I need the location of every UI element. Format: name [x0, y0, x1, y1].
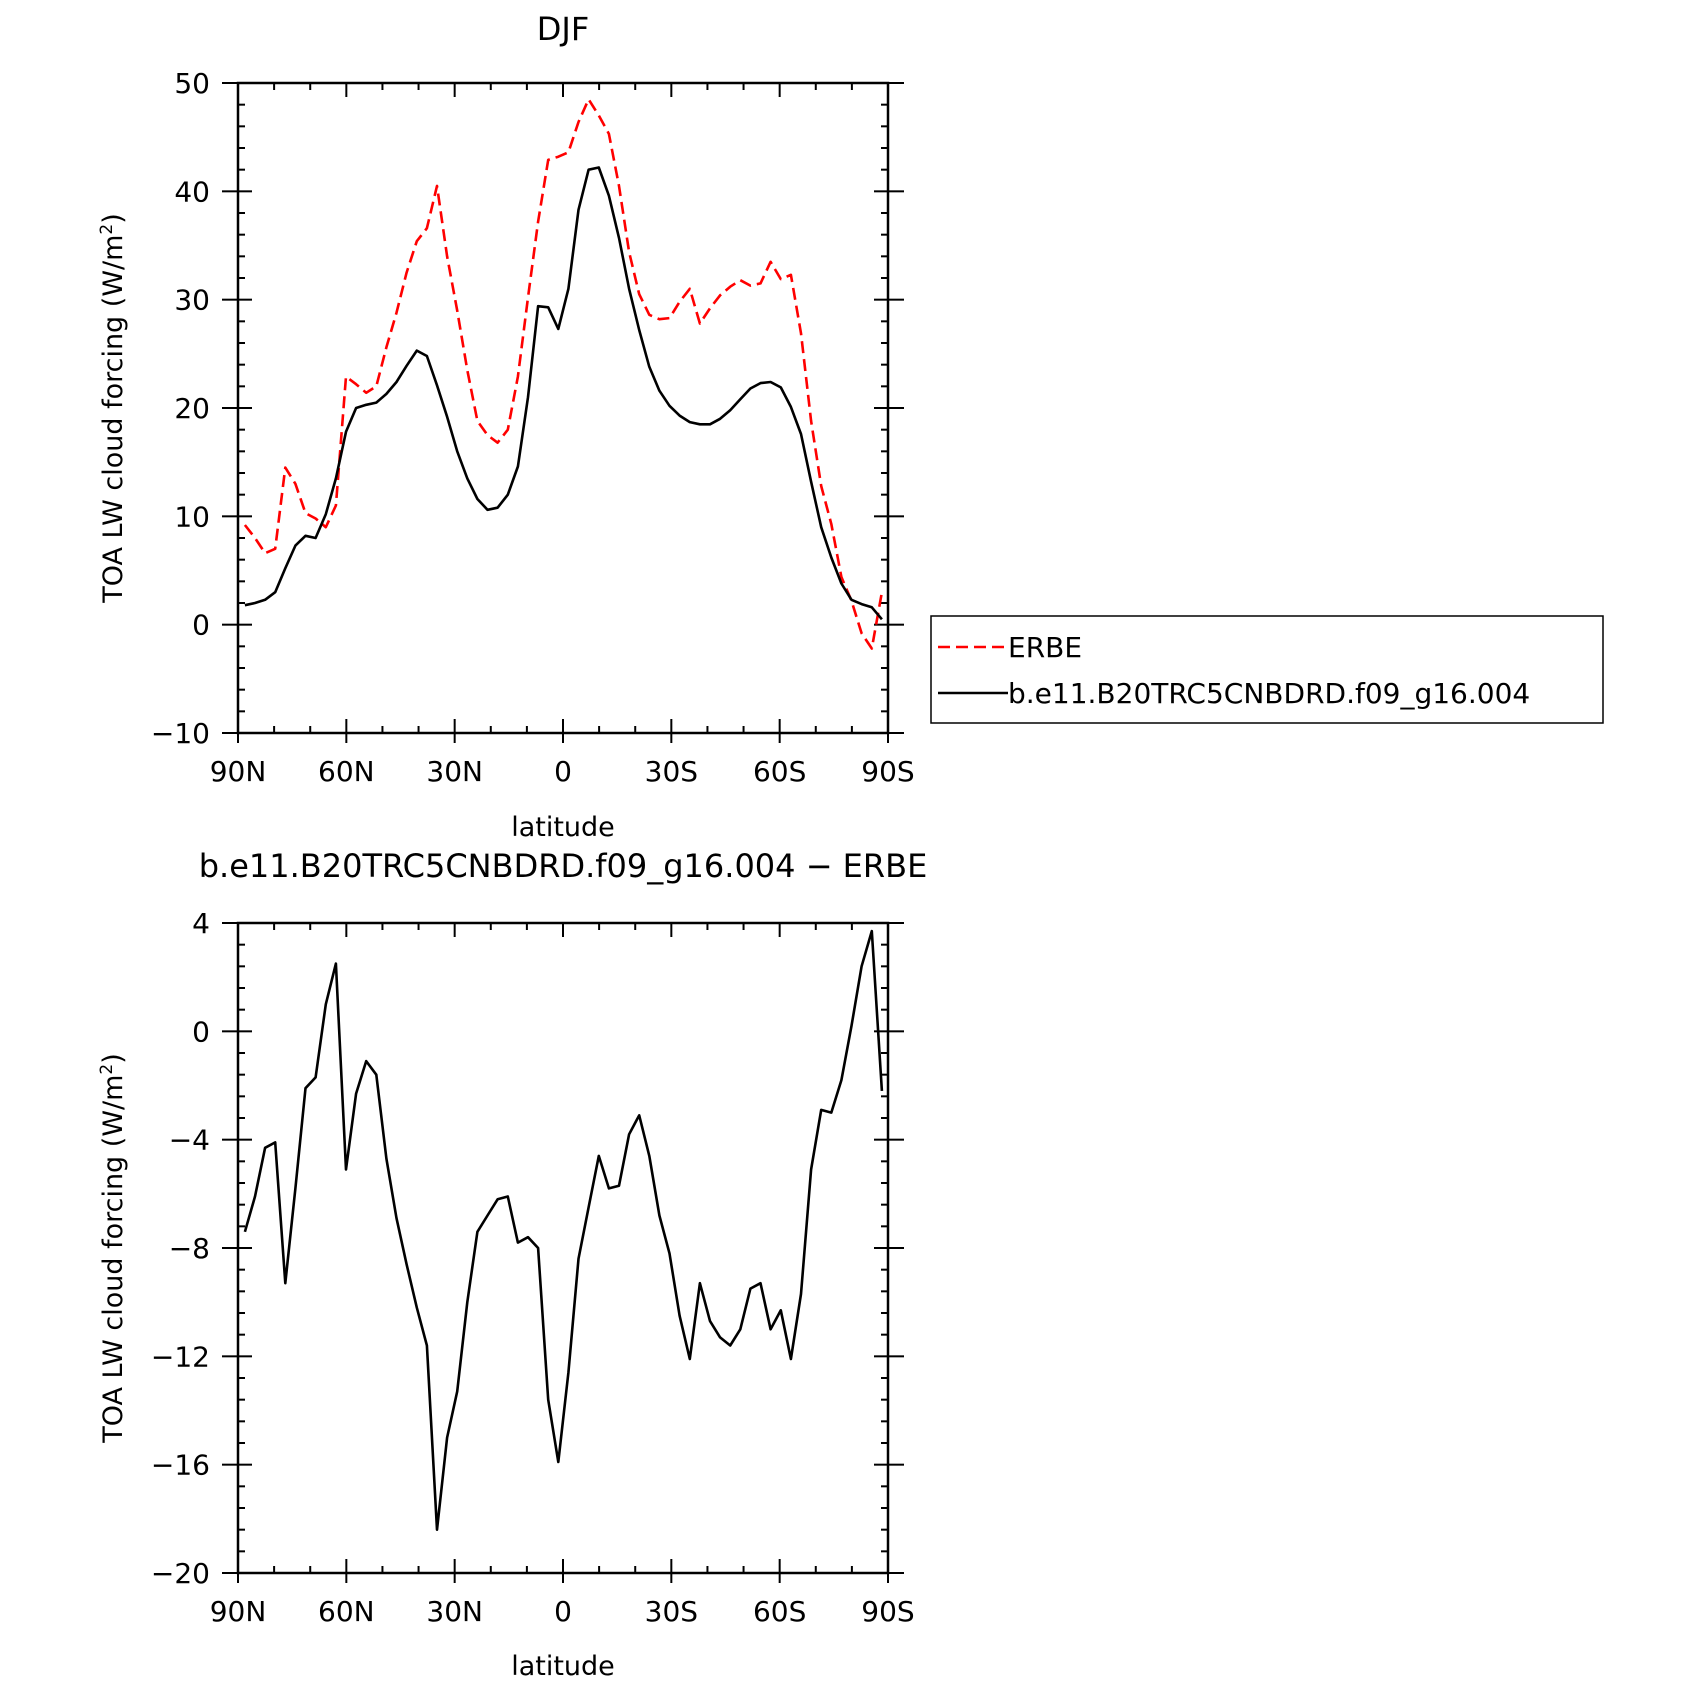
bottom-series-lines	[243, 929, 884, 1531]
bottom-x-tick-label: 60S	[753, 1595, 806, 1628]
bottom-y-tick-label: −8	[169, 1232, 210, 1265]
top-series-line-erbe	[243, 98, 884, 650]
legend: ERBE b.e11.B20TRC5CNBDRD.f09_g16.004	[930, 615, 1604, 724]
top-y-tick-label: 10	[174, 500, 210, 533]
bottom-plot-title: b.e11.B20TRC5CNBDRD.f09_g16.004 − ERBE	[199, 847, 928, 885]
bottom-y-tick-label: −4	[169, 1124, 210, 1157]
bottom-plot-frame	[236, 921, 890, 1575]
top-y-tick-label: 30	[174, 284, 210, 317]
bottom-x-tick-label: 60N	[318, 1595, 375, 1628]
bottom-x-tick-label: 30S	[645, 1595, 698, 1628]
bottom-x-tick-label: 90S	[861, 1595, 914, 1628]
legend-label-model: b.e11.B20TRC5CNBDRD.f09_g16.004	[1008, 677, 1530, 710]
top-plot-title: DJF	[537, 10, 589, 48]
top-x-tick-label: 30S	[645, 755, 698, 788]
top-y-tick-label: 40	[174, 175, 210, 208]
bottom-x-tick-label: 90N	[210, 1595, 267, 1628]
bottom-panel: b.e11.B20TRC5CNBDRD.f09_g16.004 − ERBE 9…	[97, 847, 927, 1681]
top-x-tick-label: 0	[554, 755, 572, 788]
legend-label-erbe: ERBE	[1008, 631, 1082, 664]
bottom-y-tick-label: −12	[151, 1340, 210, 1373]
bottom-y-tick-labels: −20 −16 −12 −8 −4 0 4	[151, 907, 210, 1590]
bottom-y-axis-title: TOA LW cloud forcing (W/m2)	[97, 1053, 129, 1444]
top-y-axis-title: TOA LW cloud forcing (W/m2)	[97, 213, 129, 604]
bottom-y-tick-label: −20	[151, 1557, 210, 1590]
top-y-tick-labels: −10 0 10 20 30 40 50	[151, 67, 210, 750]
bottom-x-ticks	[237, 923, 889, 1583]
bottom-x-tick-label: 30N	[426, 1595, 483, 1628]
top-x-tick-label: 30N	[426, 755, 483, 788]
bottom-series-line-difference	[243, 929, 884, 1531]
bottom-x-axis-title: latitude	[511, 1651, 615, 1681]
top-y-tick-label: 0	[192, 609, 210, 642]
top-panel: DJF 90N 60N 30N 0 30S 60S 90S −10 0 10 20 30 40 50 l…	[97, 10, 915, 843]
bottom-y-tick-label: −16	[151, 1449, 210, 1482]
top-series-line-model	[244, 166, 883, 621]
top-y-tick-label: −10	[151, 717, 210, 750]
bottom-x-tick-label: 0	[554, 1595, 572, 1628]
top-x-tick-label: 90S	[861, 755, 914, 788]
legend-box	[930, 615, 1604, 724]
bottom-x-tick-labels: 90N 60N 30N 0 30S 60S 90S	[210, 1595, 915, 1628]
top-y-tick-label: 50	[174, 67, 210, 100]
top-y-ticks	[222, 82, 904, 734]
bottom-y-tick-label: 4	[192, 907, 210, 940]
top-x-ticks	[237, 83, 889, 743]
top-x-tick-label: 90N	[210, 755, 267, 788]
top-x-tick-labels: 90N 60N 30N 0 30S 60S 90S	[210, 755, 915, 788]
bottom-y-ticks	[222, 922, 904, 1574]
bottom-y-tick-label: 0	[192, 1015, 210, 1048]
top-y-tick-label: 20	[174, 392, 210, 425]
top-series-lines	[243, 98, 884, 650]
top-x-axis-title: latitude	[511, 812, 615, 843]
top-x-tick-label: 60N	[318, 755, 375, 788]
top-x-tick-label: 60S	[753, 755, 806, 788]
